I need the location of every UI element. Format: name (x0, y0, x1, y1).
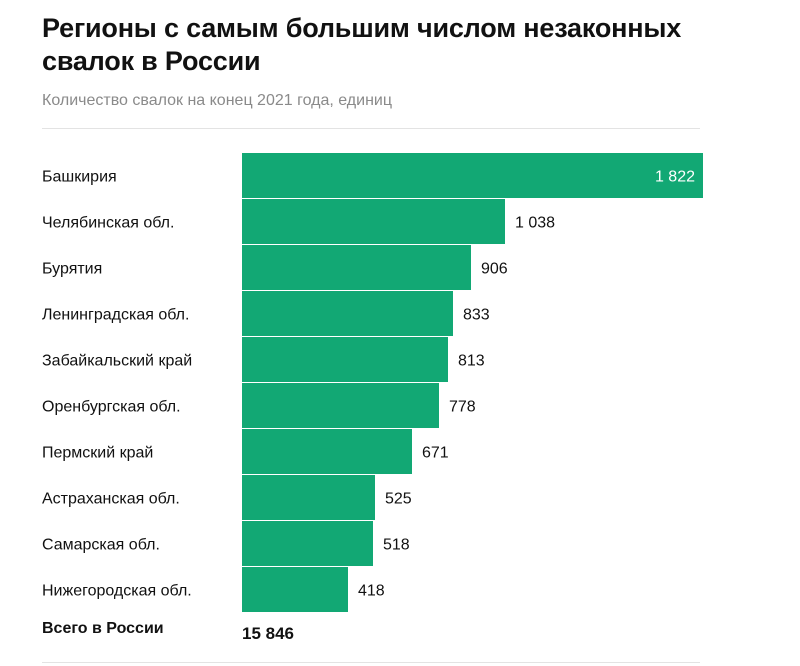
bar-3 (242, 291, 453, 336)
category-label-7: Астраханская обл. (42, 491, 180, 508)
value-label-1: 1 038 (515, 215, 555, 232)
value-label-5: 778 (449, 399, 476, 416)
category-label-3: Ленинградская обл. (42, 307, 189, 324)
bar-9 (242, 567, 348, 612)
chart-title: Регионы с самым большим числом незаконны… (42, 13, 682, 76)
bottom-divider (42, 662, 700, 663)
category-label-6: Пермский край (42, 445, 153, 462)
value-label-3: 833 (463, 307, 490, 324)
value-label-6: 671 (422, 445, 449, 462)
bar-4 (242, 337, 448, 382)
total-value: 15 846 (242, 624, 294, 643)
bar-8 (242, 521, 373, 566)
value-label-2: 906 (481, 261, 508, 278)
total-label: Всего в России (42, 620, 164, 637)
category-label-4: Забайкальский край (42, 353, 192, 370)
category-label-0: Башкирия (42, 169, 117, 186)
value-label-7: 525 (385, 491, 412, 508)
value-label-4: 813 (458, 353, 485, 370)
bar-2 (242, 245, 471, 290)
category-label-2: Бурятия (42, 261, 102, 278)
category-label-5: Оренбургская обл. (42, 399, 181, 416)
category-label-9: Нижегородская обл. (42, 583, 192, 600)
category-label-8: Самарская обл. (42, 537, 160, 554)
bar-5 (242, 383, 439, 428)
bar-7 (242, 475, 375, 520)
category-label-1: Челябинская обл. (42, 215, 174, 232)
chart-subtitle: Количество свалок на конец 2021 года, ед… (42, 92, 392, 109)
top-divider (42, 128, 700, 129)
bar-6 (242, 429, 412, 474)
value-label-8: 518 (383, 537, 410, 554)
bar-0 (242, 153, 703, 198)
bar-1 (242, 199, 505, 244)
value-label-9: 418 (358, 583, 385, 600)
value-label-0: 1 822 (655, 169, 695, 186)
